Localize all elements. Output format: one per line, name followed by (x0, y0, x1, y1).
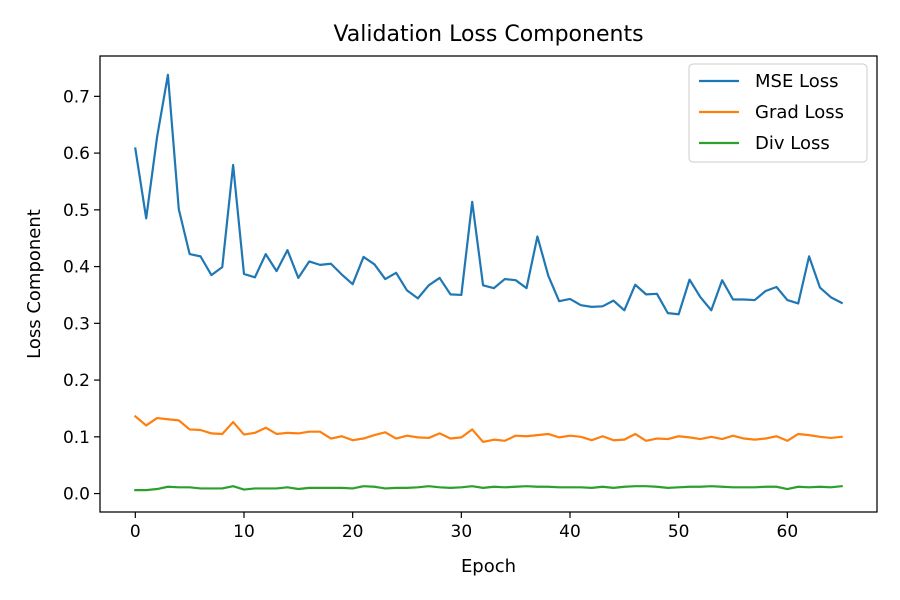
x-tick-label: 20 (342, 522, 364, 542)
y-tick-label: 0.0 (63, 485, 90, 505)
series-line-3 (134, 484, 843, 492)
legend-label: MSE Loss (755, 71, 839, 92)
x-tick-label: 30 (451, 522, 473, 542)
y-tick-label: 0.3 (63, 314, 90, 334)
series-layer (133, 73, 844, 492)
x-tick-label: 60 (777, 522, 799, 542)
x-tick-label: 10 (233, 522, 255, 542)
y-tick-label: 0.4 (63, 258, 90, 278)
y-axis: 0.0 0.1 0.2 0.3 0.4 0.5 0.6 0.7 (63, 87, 100, 505)
y-axis-title: Loss Component (24, 209, 45, 359)
y-tick-label: 0.7 (63, 87, 90, 107)
x-tick-label: 50 (668, 522, 690, 542)
x-axis: 0 10 20 30 40 50 60 (130, 512, 798, 542)
plot-frame (99, 55, 878, 513)
legend-frame (688, 63, 868, 163)
y-tick-label: 0.5 (63, 201, 90, 221)
legend-label: Div Loss (755, 133, 830, 154)
legend-label: Grad Loss (755, 102, 844, 123)
chart-title: Validation Loss Components (333, 22, 643, 47)
x-axis-title: Epoch (461, 556, 516, 577)
y-tick-label: 0.1 (63, 428, 90, 448)
legend: MSE Loss Grad Loss Div Loss (688, 63, 868, 163)
series-line-1 (134, 73, 844, 316)
y-tick-label: 0.6 (63, 144, 90, 164)
series-line-2 (133, 414, 843, 444)
x-tick-label: 40 (559, 522, 581, 542)
x-tick-label: 0 (130, 522, 141, 542)
y-tick-label: 0.2 (63, 371, 90, 391)
